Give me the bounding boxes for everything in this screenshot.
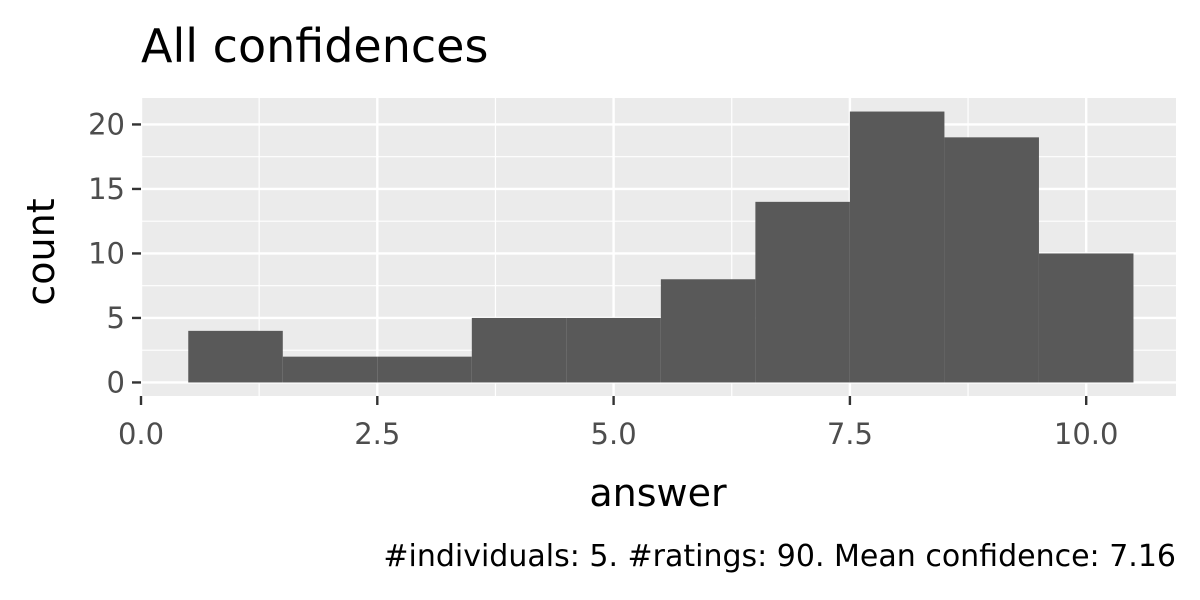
y-axis-title: count: [19, 198, 63, 305]
x-tick-label: 10.0: [1054, 417, 1119, 451]
y-tick-label: 5: [107, 301, 125, 335]
y-tick-label: 15: [88, 172, 125, 206]
x-axis: 0.0 2.5 5.0 7.5 10.0: [118, 396, 1119, 451]
histogram-bar: [944, 137, 1039, 383]
histogram-bar: [566, 317, 661, 383]
x-tick-label: 0.0: [118, 417, 164, 451]
x-tick-label: 7.5: [827, 417, 873, 451]
histogram-bars: [188, 111, 1134, 383]
histogram-bar: [188, 330, 283, 383]
y-tick-label: 0: [107, 365, 125, 399]
chart-caption: #individuals: 5. #ratings: 90. Mean conf…: [383, 539, 1176, 574]
histogram-bar: [755, 201, 850, 383]
x-tick-label: 2.5: [354, 417, 400, 451]
histogram-bar: [377, 356, 472, 383]
histogram-bar: [1038, 253, 1134, 383]
x-axis-title: answer: [589, 471, 727, 515]
histogram-bar: [471, 317, 567, 383]
chart-title: All confidences: [141, 19, 488, 73]
y-axis: 0 5 10 15 20: [88, 107, 141, 399]
y-tick-label: 10: [88, 236, 125, 270]
histogram-bar: [660, 279, 756, 383]
x-tick-label: 5.0: [591, 417, 637, 451]
histogram-bar: [282, 356, 378, 383]
y-tick-label: 20: [88, 107, 125, 141]
histogram-bar: [849, 111, 945, 383]
